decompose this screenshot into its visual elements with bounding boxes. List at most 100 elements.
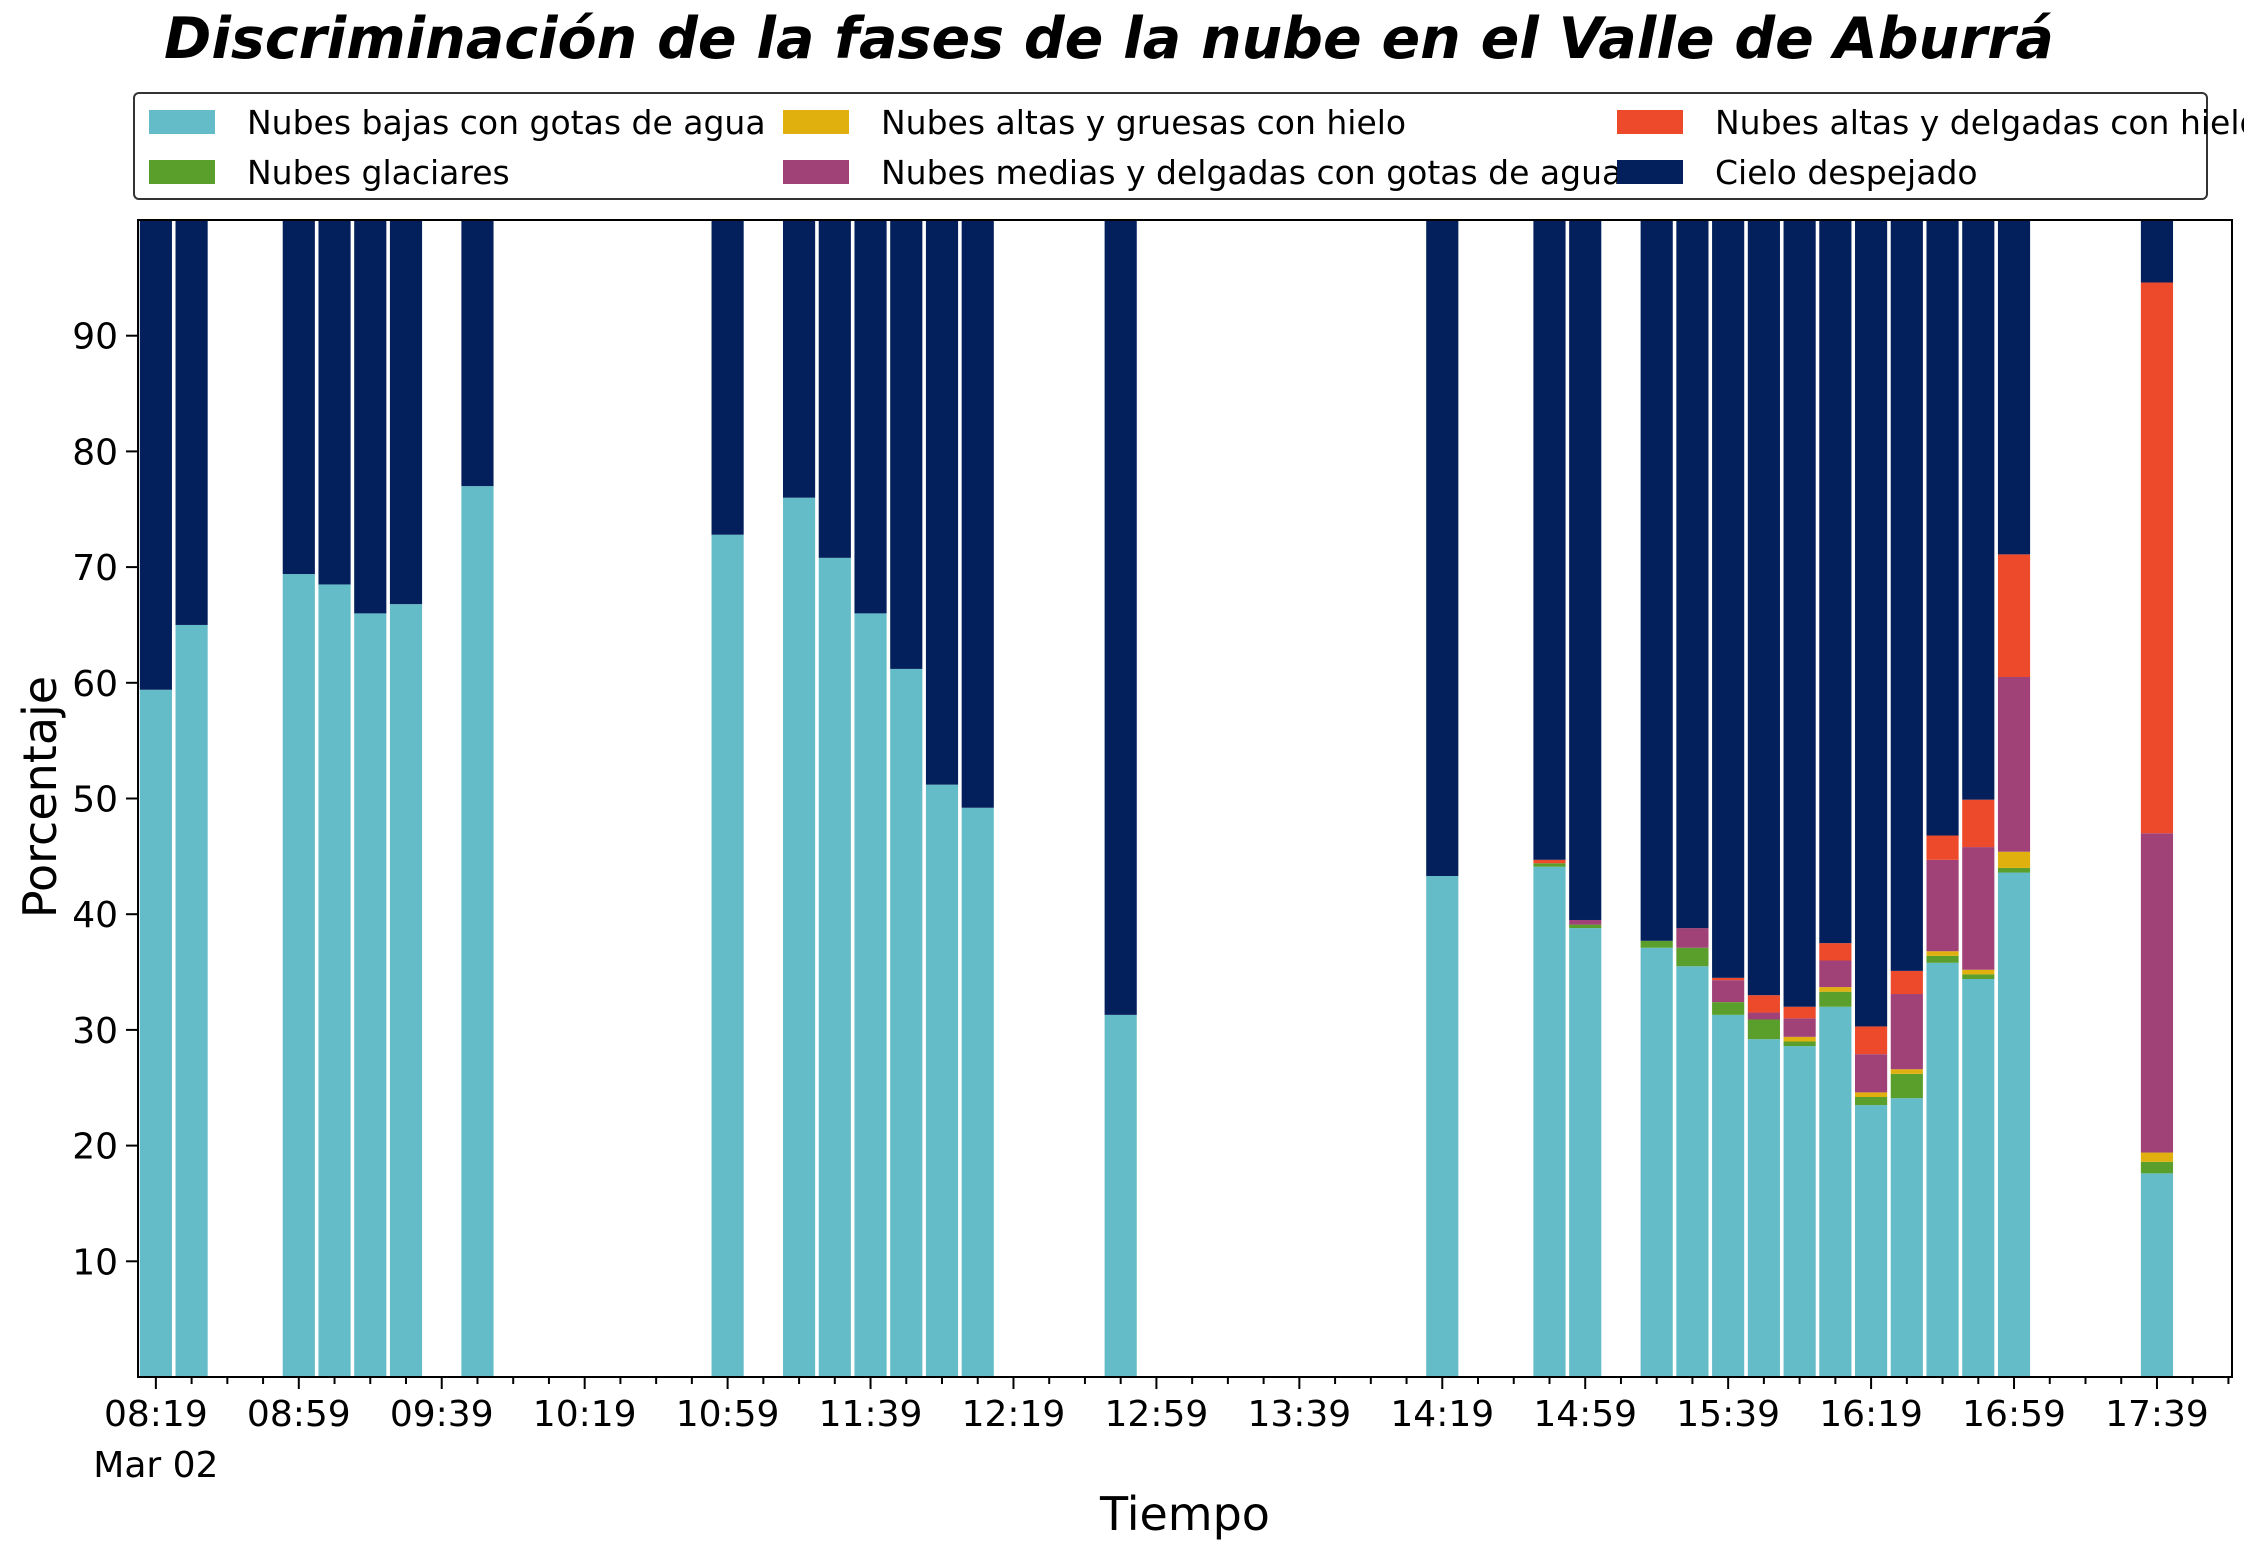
- legend-swatch: [1617, 110, 1683, 134]
- bar-segment: [1819, 943, 1852, 961]
- bar-segment: [1962, 847, 1995, 970]
- bar-segment: [1855, 1054, 1888, 1093]
- bar-segment: [1890, 1073, 1923, 1099]
- x-axis-title: Tiempo: [1099, 1487, 1270, 1541]
- bar-stack: [818, 220, 851, 1377]
- legend-swatch: [149, 110, 215, 134]
- bar-segment: [890, 220, 923, 669]
- legend-item: Nubes bajas con gotas de agua: [149, 102, 766, 142]
- bar-stack: [1104, 220, 1137, 1377]
- bar-segment: [890, 668, 923, 1377]
- bar-stack: [961, 220, 994, 1377]
- x-tick-label: 08:59: [247, 1394, 351, 1435]
- bar-segment: [1926, 955, 1959, 963]
- legend-label: Nubes medias y delgadas con gotas de agu…: [881, 152, 1623, 192]
- bar-segment: [1533, 859, 1566, 864]
- y-axis-title: Porcentaje: [13, 676, 67, 918]
- bar-segment: [1855, 1105, 1888, 1377]
- bar-stack: [1712, 220, 1745, 1377]
- bar-segment: [961, 220, 994, 808]
- bar-segment: [854, 613, 887, 1377]
- bar-segment: [1640, 940, 1673, 948]
- bar-segment: [1783, 1036, 1816, 1042]
- x-tick-label: 16:19: [1819, 1394, 1923, 1435]
- bar-stack: [925, 220, 959, 1377]
- legend-item: Nubes altas y delgadas con hielo: [1617, 102, 2244, 142]
- bar-stack: [1783, 220, 1816, 1377]
- bar-segment: [1783, 1041, 1816, 1047]
- bar-stack: [1747, 220, 1780, 1377]
- bar-segment: [1997, 851, 2031, 868]
- bar-segment: [389, 604, 423, 1377]
- bar-segment: [2140, 282, 2174, 834]
- y-tick-label: 30: [72, 1011, 118, 1052]
- x-tick-label: 16:59: [1962, 1394, 2066, 1435]
- bar-stack: [354, 220, 387, 1377]
- bar-stack: [711, 220, 744, 1377]
- bar-segment: [1962, 974, 1995, 979]
- bar-segment: [354, 220, 387, 614]
- bar-segment: [782, 220, 816, 498]
- bar-segment: [1747, 220, 1780, 996]
- bar-segment: [1819, 1006, 1852, 1377]
- legend-item: Nubes glaciares: [149, 152, 510, 192]
- bar-stack: [175, 220, 208, 1377]
- bar-segment: [1426, 876, 1459, 1377]
- bar-segment: [1819, 991, 1852, 1007]
- bar-stack: [318, 220, 351, 1377]
- bar-segment: [175, 220, 208, 625]
- bar-segment: [1962, 799, 1995, 848]
- bar-segment: [711, 534, 744, 1377]
- y-tick-label: 90: [72, 317, 118, 358]
- legend-label: Nubes glaciares: [247, 152, 510, 192]
- y-tick-label: 20: [72, 1127, 118, 1168]
- bar-segment: [1819, 220, 1852, 944]
- bar-segment: [1533, 866, 1566, 1377]
- legend: Nubes bajas con gotas de agua Nubes glaci…: [133, 92, 2244, 200]
- x-axis: 08:19 08:59 09:39 10:19 10:59 11:39 12:19 12:59…: [93, 1377, 2230, 1486]
- y-tick-label: 80: [72, 432, 118, 473]
- bar-segment: [1712, 1002, 1745, 1015]
- bar-segment: [2140, 833, 2174, 1153]
- bar-stack: [854, 220, 887, 1377]
- bar-segment: [1962, 978, 1995, 1377]
- bar-segment: [1926, 835, 1959, 860]
- bar-segment: [2140, 1152, 2174, 1162]
- legend-label: Nubes altas y delgadas con hielo: [1715, 102, 2244, 142]
- bar-segment: [2140, 1173, 2174, 1377]
- bar-segment: [1712, 220, 1745, 978]
- bar-segment: [1997, 220, 2031, 555]
- bar-segment: [1569, 928, 1602, 1377]
- bar-segment: [1997, 872, 2031, 1377]
- bar-segment: [1962, 220, 1995, 800]
- bar-segment: [1890, 1098, 1923, 1377]
- bar-segment: [1890, 970, 1923, 995]
- bar-segment: [1783, 220, 1816, 1007]
- bar-segment: [1997, 677, 2031, 852]
- x-tick-label: 14:19: [1390, 1394, 1494, 1435]
- legend-swatch: [783, 110, 849, 134]
- bar-segment: [1819, 987, 1852, 992]
- bar-stack: [2140, 220, 2174, 1377]
- x-tick-label: 17:39: [2105, 1394, 2209, 1435]
- x-tick-label: 15:39: [1676, 1394, 1780, 1435]
- legend-item: Nubes medias y delgadas con gotas de agu…: [783, 152, 1622, 192]
- bar-segment: [1104, 220, 1137, 1015]
- bar-stack: [1426, 220, 1459, 1377]
- x-tick-label: 14:59: [1533, 1394, 1637, 1435]
- bar-segment: [1569, 919, 1602, 925]
- bar-segment: [1426, 220, 1459, 877]
- bar-segment: [1104, 1014, 1137, 1377]
- legend-swatch: [1617, 160, 1683, 184]
- bar-segment: [1855, 1026, 1888, 1055]
- bar-segment: [1962, 969, 1995, 975]
- bar-segment: [1533, 220, 1566, 860]
- bar-segment: [711, 220, 744, 535]
- legend-item: Nubes altas y gruesas con hielo: [783, 102, 1406, 142]
- bar-segment: [1676, 928, 1709, 948]
- legend-label: Nubes altas y gruesas con hielo: [881, 102, 1407, 142]
- bar-segment: [354, 613, 387, 1377]
- bar-segment: [1890, 994, 1923, 1070]
- bar-segment: [1783, 1006, 1816, 1019]
